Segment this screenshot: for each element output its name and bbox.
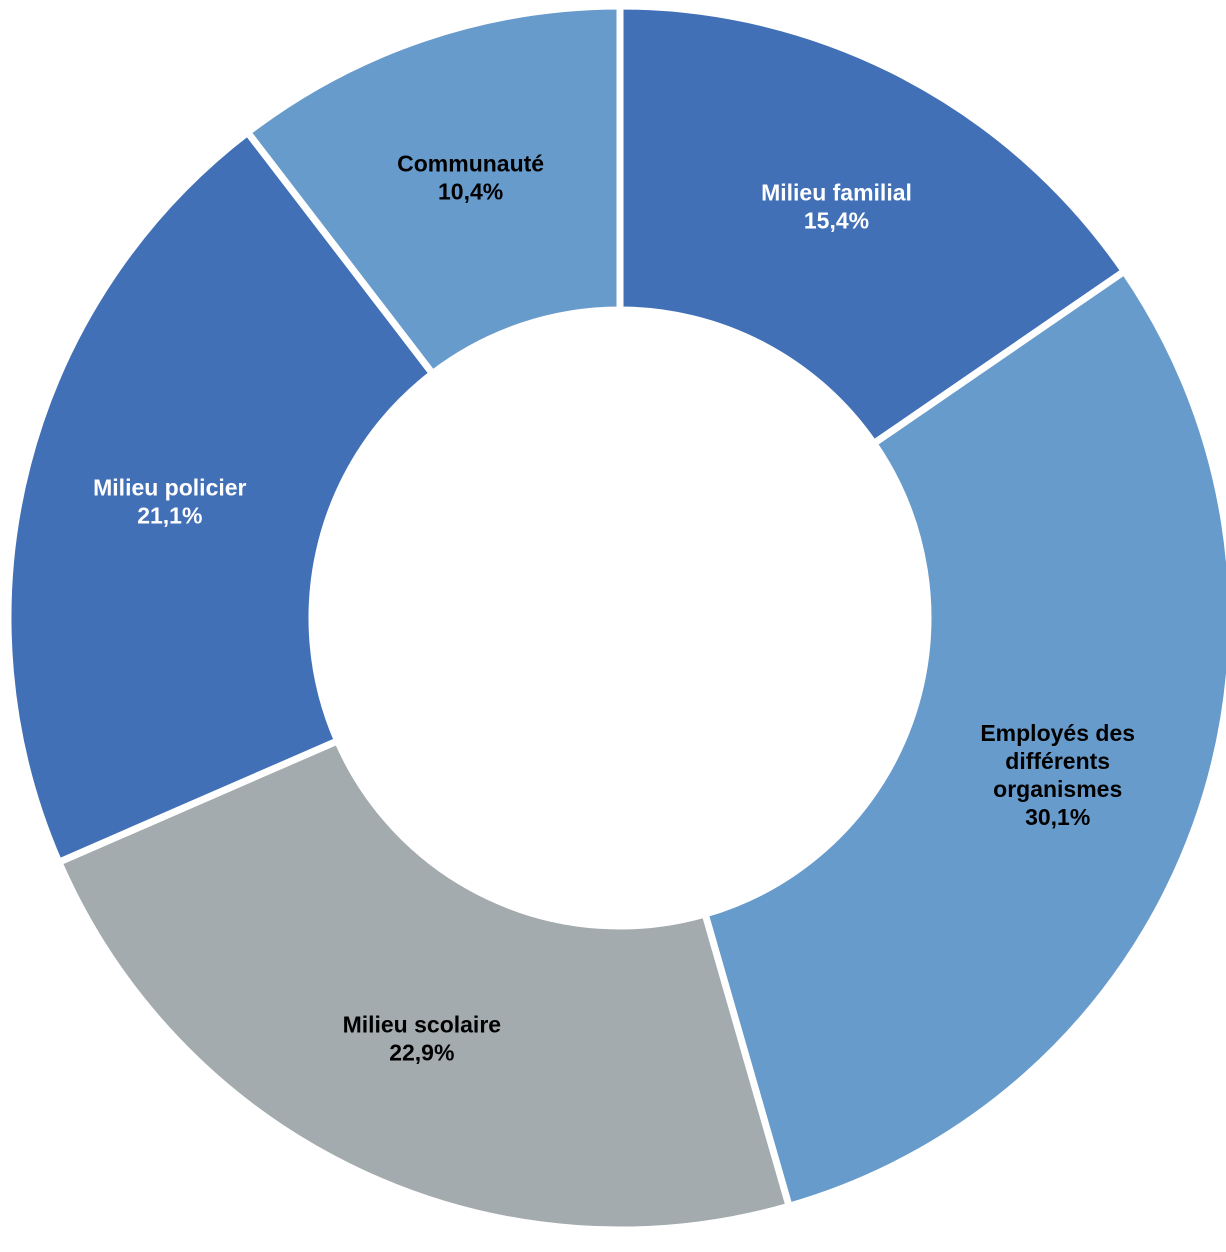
slice-label-communaute: Communauté 10,4% xyxy=(397,151,544,205)
slice-category-label: Employés des xyxy=(980,720,1135,746)
slice-value-label: 15,4% xyxy=(804,207,869,233)
slice-category-label: différents xyxy=(1005,748,1110,774)
slice-label-employes-des-differents-organismes: Employés des différents organismes 30,1% xyxy=(980,720,1135,830)
slice-label-milieu-policier: Milieu policier 21,1% xyxy=(93,475,246,529)
slice-labels: Milieu familial 15,4% Employés des différen… xyxy=(93,151,1135,1066)
slice-category-label: Milieu scolaire xyxy=(343,1012,502,1038)
slice-category-label: Milieu familial xyxy=(761,179,912,205)
slice-category-label: Milieu policier xyxy=(93,475,246,501)
slice-value-label: 22,9% xyxy=(389,1040,454,1066)
slice-milieu-scolaire xyxy=(54,736,794,1234)
slice-value-label: 30,1% xyxy=(1025,804,1090,830)
slice-value-label: 10,4% xyxy=(438,179,503,205)
slice-label-milieu-scolaire: Milieu scolaire 22,9% xyxy=(343,1012,502,1066)
slice-value-label: 21,1% xyxy=(137,503,202,529)
slice-employes-des-differents-organismes xyxy=(700,266,1226,1211)
slice-milieu-familial xyxy=(616,2,1130,449)
slice-milieu-policier xyxy=(4,127,438,867)
slice-communaute xyxy=(242,2,624,379)
slice-category-label: Communauté xyxy=(397,151,544,177)
slice-category-label: organismes xyxy=(993,776,1122,802)
donut-slices xyxy=(4,2,1226,1234)
slice-label-milieu-familial: Milieu familial 15,4% xyxy=(761,179,912,233)
